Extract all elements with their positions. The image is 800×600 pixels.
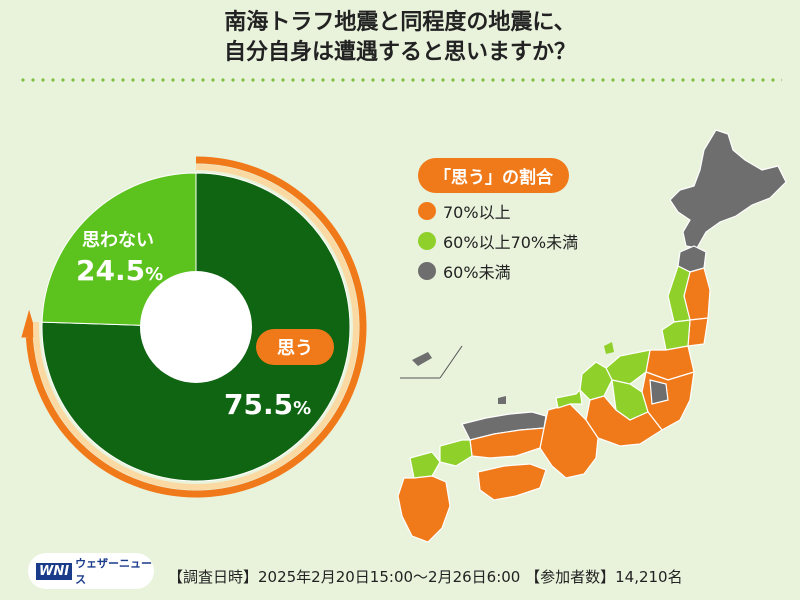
- weathernews-logo: WNI ウェザーニュース: [28, 553, 154, 589]
- map-takeshima: [412, 352, 432, 366]
- japan-map: [397, 129, 787, 543]
- value-omowanai: 24.5%: [76, 254, 163, 287]
- legend-item: 60%未満: [418, 259, 578, 283]
- map-chugoku-south: [469, 427, 545, 459]
- donut-hole: [140, 271, 252, 383]
- map-kyushu-north: [409, 451, 441, 479]
- legend-label: 60%未満: [443, 263, 511, 282]
- map-kyushu: [397, 475, 451, 543]
- outer-orange-arc: [25, 156, 367, 498]
- donut-chart: [21, 156, 367, 498]
- outer-light-arc: [33, 164, 359, 490]
- map-legend: 「思う」の割合 70%以上 60%以上70%未満 60%未満: [418, 158, 578, 283]
- legend-swatch-green: [418, 232, 436, 250]
- map-hokuriku: [579, 361, 613, 401]
- title-line-1: 南海トラフ地震と同程度の地震に、: [224, 10, 576, 35]
- logo-mark: WNI: [36, 562, 73, 580]
- map-sado: [604, 342, 614, 354]
- dotted-divider: [18, 78, 782, 82]
- label-omowanai: 思わない: [82, 230, 154, 251]
- map-hokkaido: [669, 129, 787, 249]
- value-omou-pct: %: [293, 398, 311, 419]
- label-omou-pill: [256, 329, 334, 365]
- legend-label: 60%以上70%未満: [443, 233, 579, 252]
- value-omowanai-number: 24.5: [76, 254, 145, 287]
- label-omou: 思う: [277, 338, 313, 359]
- logo-text: ウェザーニュース: [75, 557, 153, 586]
- map-yamaguchi: [439, 439, 473, 467]
- map-niigata: [605, 349, 651, 385]
- map-miyagi: [687, 317, 709, 347]
- map-yamagata: [661, 319, 691, 351]
- chart-title: 南海トラフ地震と同程度の地震に、 自分自身は遭遇すると思いますか？: [0, 8, 800, 68]
- title-line-2: 自分自身は遭遇すると思いますか？: [223, 40, 576, 65]
- legend-title: 「思う」の割合: [418, 158, 569, 193]
- legend-item: 70%以上: [418, 199, 578, 223]
- map-kinki-north-green: [555, 388, 583, 409]
- value-omou-number: 75.5: [224, 388, 293, 421]
- legend-swatch-orange: [418, 202, 436, 220]
- map-oki: [498, 396, 506, 404]
- map-inset-border-2: [439, 345, 463, 379]
- value-omowanai-pct: %: [145, 264, 163, 285]
- map-gunma-gray: [649, 379, 669, 405]
- survey-footer: 【調査日時】2025年2月20日15:00～2月26日6:00 【参加者数】14…: [168, 568, 683, 586]
- value-omou: 75.5%: [224, 388, 311, 421]
- legend-label: 70%以上: [443, 203, 511, 222]
- map-shikoku: [477, 463, 547, 501]
- legend-swatch-gray: [418, 262, 436, 280]
- legend-item: 60%以上70%未満: [418, 229, 578, 253]
